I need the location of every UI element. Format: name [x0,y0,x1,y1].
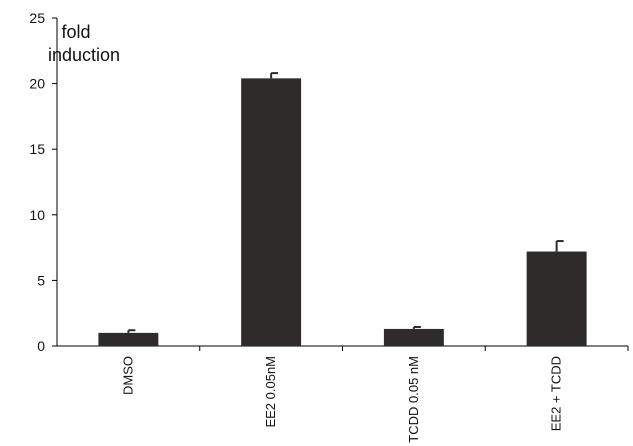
x-axis [57,345,629,351]
category-label: TCDD 0.05 nM [406,356,421,443]
y-tick-label: 20 [29,76,45,92]
category-label: EE2 0.05nM [263,356,278,428]
y-axis: 0 5 10 15 20 25 [29,10,58,354]
y-tick-label: 25 [29,10,45,26]
bar [241,78,302,347]
y-tick-label: 5 [37,272,45,288]
category-label: DMSO [120,356,135,395]
error-bars [127,72,564,333]
bar [383,328,444,346]
y-tick-label: 15 [29,141,45,157]
y-axis-label-line-2: induction [48,45,120,65]
bar [98,332,159,346]
y-tick-label: 10 [29,207,45,223]
bars [98,78,587,347]
category-label: EE2 + TCDD [549,356,564,431]
category-labels: DMSO EE2 0.05nM TCDD 0.05 nM EE2 + TCDD [120,356,563,443]
bar [526,251,587,346]
y-tick-label: 0 [37,338,45,354]
y-axis-label-line-1: fold [61,22,90,42]
